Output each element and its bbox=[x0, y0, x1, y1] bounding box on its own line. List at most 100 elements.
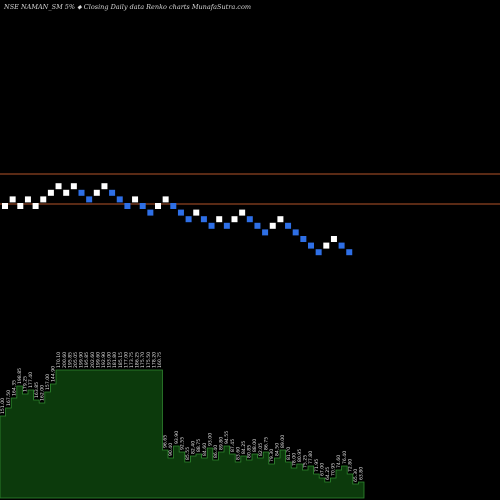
volume-label: 85.55 bbox=[185, 447, 191, 460]
renko-brick-up bbox=[32, 203, 39, 209]
renko-brick-down bbox=[208, 222, 215, 229]
volume-label: 80.85 bbox=[247, 445, 253, 458]
renko-brick-down bbox=[86, 196, 93, 203]
renko-brick-up bbox=[70, 183, 77, 190]
volume-label: 96.65 bbox=[163, 435, 169, 448]
volume-label: 186.25 bbox=[135, 352, 141, 368]
renko-brick-up bbox=[216, 216, 223, 223]
renko-brick-up bbox=[24, 196, 31, 203]
volume-label: 192.90 bbox=[101, 352, 107, 368]
volume-label: 93.00 bbox=[207, 433, 213, 446]
volume-label: 175.70 bbox=[140, 352, 146, 368]
volume-label: 81.70 bbox=[286, 447, 292, 460]
renko-brick-up bbox=[239, 209, 246, 216]
volume-label: 72.80 bbox=[347, 459, 353, 472]
volume-histogram bbox=[0, 369, 365, 499]
volume-label: 89.00 bbox=[280, 435, 286, 448]
renko-brick-down bbox=[116, 196, 123, 203]
renko-brick-down bbox=[346, 249, 353, 256]
renko-brick-down bbox=[200, 216, 207, 223]
volume-area bbox=[0, 369, 365, 499]
volume-label: 205.05 bbox=[73, 352, 79, 368]
volume-label: 202.60 bbox=[90, 352, 96, 368]
volume-label: 164.35 bbox=[11, 380, 17, 396]
volume-label: 177.40 bbox=[28, 372, 34, 388]
renko-brick-up bbox=[101, 183, 108, 190]
volume-label: 86.75 bbox=[263, 437, 269, 450]
volume-label: 162.00 bbox=[39, 385, 45, 401]
volume-label: 144.90 bbox=[51, 366, 57, 382]
renko-brick-up bbox=[231, 216, 238, 223]
volume-label: 199.90 bbox=[79, 352, 85, 368]
renko-brick-down bbox=[285, 222, 292, 229]
volume-label: 198.85 bbox=[17, 368, 23, 384]
renko-brick-down bbox=[254, 222, 261, 229]
renko-brick-down bbox=[109, 189, 116, 196]
volume-label: 74.60 bbox=[336, 455, 342, 468]
renko-brick-down bbox=[223, 222, 230, 229]
volume-label: 76.40 bbox=[342, 451, 348, 464]
renko-brick-down bbox=[124, 203, 131, 209]
volume-label: 173.75 bbox=[129, 352, 135, 368]
volume-label: 71.95 bbox=[314, 459, 320, 472]
volume-label: 82.05 bbox=[258, 443, 264, 456]
renko-brick-down bbox=[338, 242, 345, 249]
renko-brick-down bbox=[292, 229, 299, 236]
renko-brick-up bbox=[323, 242, 330, 249]
volume-label: 195.85 bbox=[67, 352, 73, 368]
renko-brick-up bbox=[162, 196, 169, 203]
volume-label: 195.85 bbox=[84, 352, 90, 368]
volume-label: 67.00 bbox=[319, 463, 325, 476]
renko-bricks bbox=[2, 183, 353, 256]
renko-brick-down bbox=[185, 216, 192, 223]
renko-brick-up bbox=[193, 209, 200, 216]
volume-label: 84.25 bbox=[241, 441, 247, 454]
renko-brick-down bbox=[177, 209, 184, 216]
volume-label: 199.60 bbox=[95, 352, 101, 368]
volume-label: 80.95 bbox=[297, 449, 303, 462]
volume-label: 170.10 bbox=[56, 352, 62, 368]
renko-brick-up bbox=[17, 203, 24, 209]
volume-label: 88.00 bbox=[252, 439, 258, 452]
volume-label: 93.90 bbox=[174, 431, 180, 444]
renko-brick-up bbox=[2, 203, 8, 209]
volume-label: 177.00 bbox=[123, 352, 129, 368]
renko-brick-down bbox=[139, 203, 146, 209]
renko-brick-up bbox=[132, 196, 139, 203]
volume-label: 157.00 bbox=[45, 374, 51, 390]
volume-label: 185.15 bbox=[118, 352, 124, 368]
renko-brick-down bbox=[246, 216, 253, 223]
volume-label: 179.25 bbox=[23, 376, 29, 392]
renko-brick-down bbox=[78, 189, 85, 196]
renko-brick-up bbox=[269, 222, 276, 229]
volume-label: 77.80 bbox=[308, 451, 314, 464]
volume-label: 83.60 bbox=[235, 447, 241, 460]
renko-brick-down bbox=[315, 249, 322, 256]
volume-label: 160.75 bbox=[157, 352, 163, 368]
volume-label: 181.80 bbox=[112, 352, 118, 368]
volume-label: 63.80 bbox=[359, 467, 365, 480]
renko-brick-down bbox=[147, 209, 154, 216]
volume-label: 88.75 bbox=[196, 439, 202, 452]
volume-label: 84.60 bbox=[202, 443, 208, 456]
volume-label: 94.55 bbox=[224, 431, 230, 444]
volume-label: 89.80 bbox=[219, 437, 225, 450]
renko-brick-up bbox=[63, 189, 70, 196]
volume-label: 70.95 bbox=[331, 463, 337, 476]
renko-brick-up bbox=[155, 203, 161, 209]
volume-label: 64.25 bbox=[325, 467, 331, 480]
volume-label: 87.45 bbox=[230, 439, 236, 452]
volume-label: 86.40 bbox=[213, 445, 219, 458]
volume-label: 82.40 bbox=[191, 441, 197, 454]
renko-brick-down bbox=[308, 242, 314, 249]
renko-brick-up bbox=[9, 196, 16, 203]
volume-label: 193.00 bbox=[107, 352, 113, 368]
renko-brick-up bbox=[93, 189, 100, 196]
volume-label: 75.25 bbox=[303, 455, 309, 468]
volume-label: 84.50 bbox=[275, 443, 281, 456]
volume-label: 167.50 bbox=[6, 390, 12, 406]
volume-label: 92.55 bbox=[179, 437, 185, 450]
renko-brick-down bbox=[170, 203, 177, 209]
renko-brick-up bbox=[47, 189, 54, 196]
